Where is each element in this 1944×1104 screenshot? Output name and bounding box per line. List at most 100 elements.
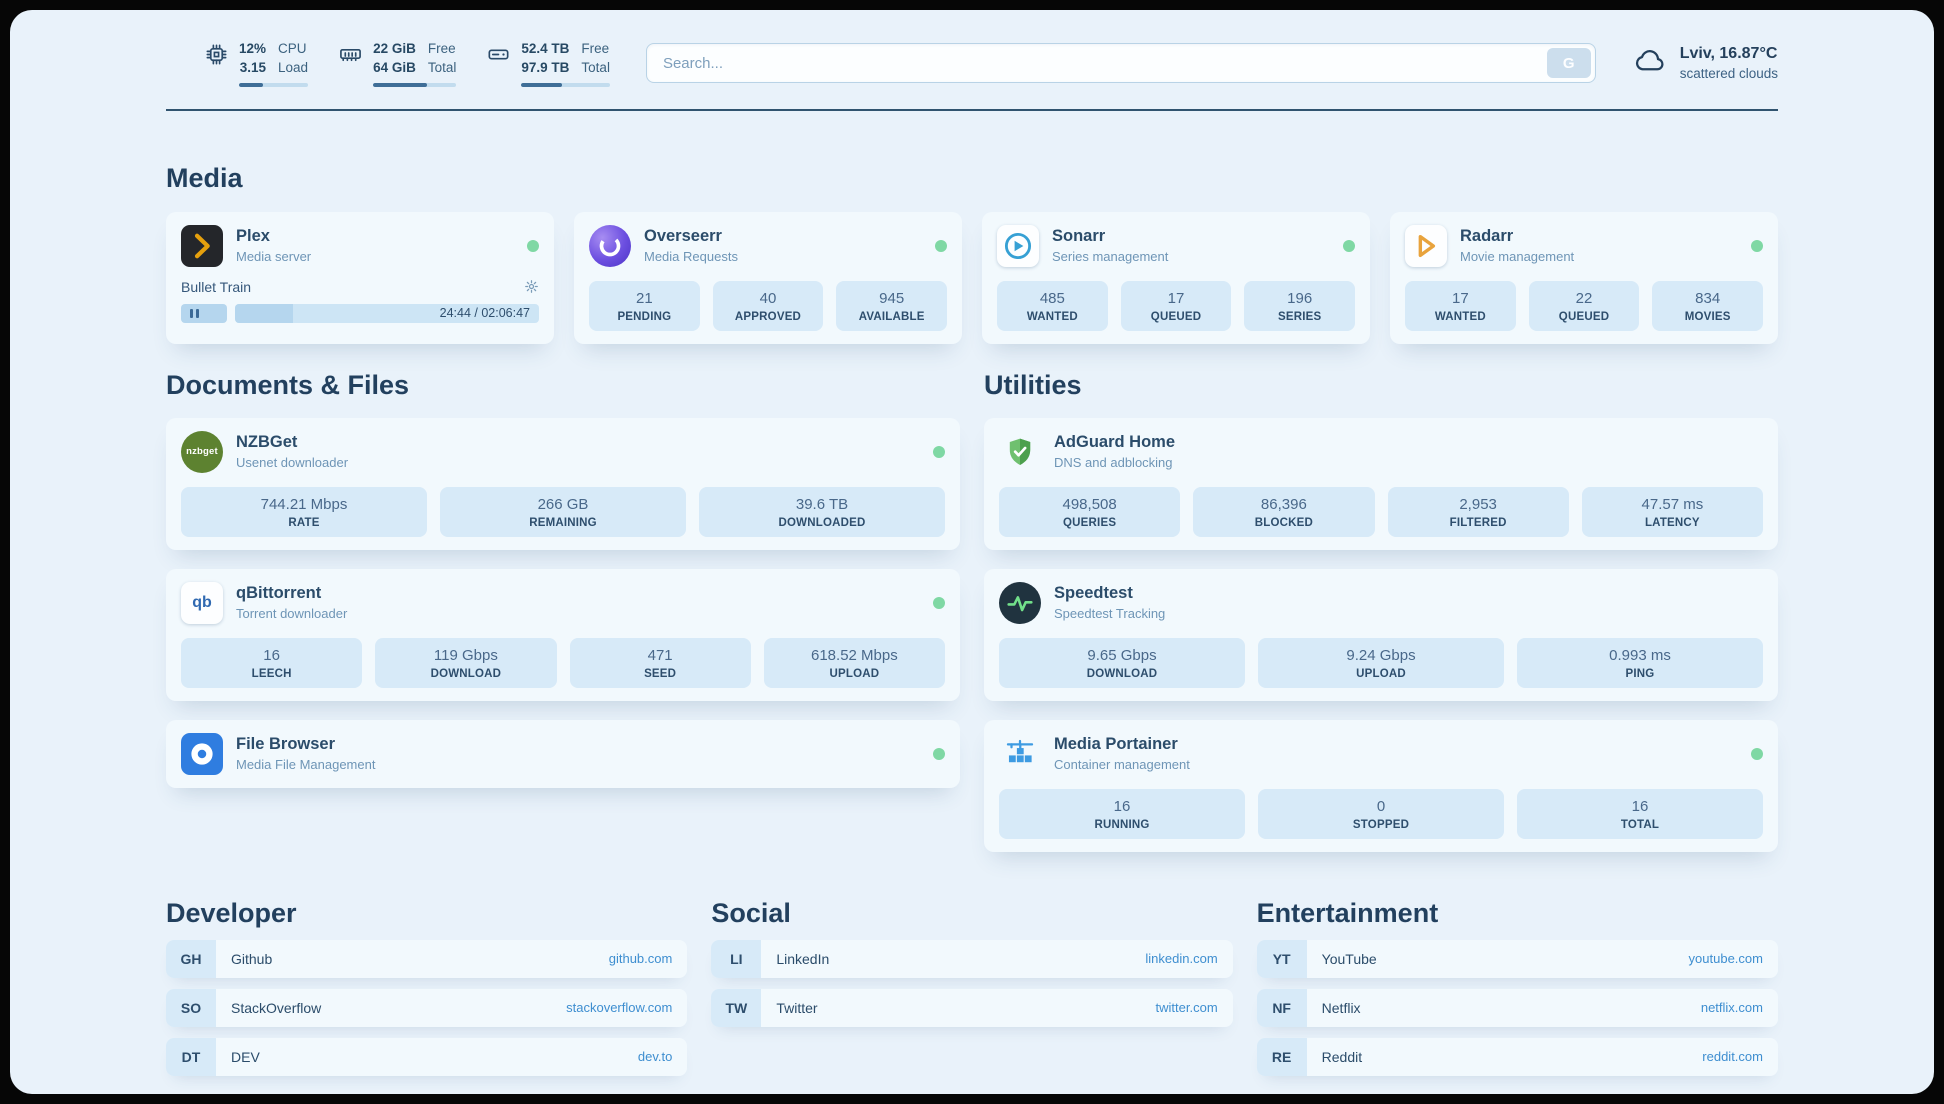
service-desc: Media server bbox=[236, 249, 312, 265]
bookmark-group-title: Developer bbox=[166, 897, 297, 928]
stat-upload: 9.24 Gbps UPLOAD bbox=[1258, 637, 1504, 688]
resource-widgets: 12% 3.15 CPU Load bbox=[204, 40, 610, 87]
service-name: Speedtest bbox=[1054, 584, 1133, 603]
disk-widget: 52.4 TB 97.9 TB Free Total bbox=[486, 40, 610, 87]
bookmark-abbr: LI bbox=[711, 939, 762, 978]
bookmark-abbr: DT bbox=[166, 1037, 216, 1076]
stat-pending: 21 PENDING bbox=[589, 280, 700, 331]
playback-progress-bar[interactable]: 24:44 / 02:06:47 bbox=[235, 303, 539, 323]
pause-icon bbox=[190, 308, 193, 318]
memory-label-free: Free bbox=[427, 41, 456, 56]
disk-free-value: 52.4 TB bbox=[521, 41, 570, 56]
service-card-filebrowser[interactable]: File Browser Media File Management bbox=[166, 719, 960, 788]
weather-location: Lviv, 16.87°C bbox=[1679, 45, 1778, 63]
stat-stopped: 0 STOPPED bbox=[1258, 788, 1504, 839]
section-title-media: Media bbox=[166, 162, 243, 193]
weather-condition: scattered clouds bbox=[1679, 66, 1778, 82]
stat-remaining: 266 GB REMAINING bbox=[440, 486, 686, 537]
search-provider-button[interactable]: G bbox=[1546, 48, 1591, 79]
service-desc: Series management bbox=[1052, 249, 1169, 265]
bookmark-link: netflix.com bbox=[1700, 1000, 1763, 1016]
bookmark-name: YouTube bbox=[1321, 950, 1377, 967]
service-card-radarr[interactable]: Radarr Movie management 17 WANTED 22 QUE… bbox=[1390, 211, 1778, 344]
bookmark-group-title: Social bbox=[711, 897, 791, 928]
service-card-plex[interactable]: Plex Media server Bullet Train bbox=[166, 211, 554, 344]
service-card-qbittorrent[interactable]: qb qBittorrent Torrent downloader 16 bbox=[166, 568, 960, 701]
cpu-value-percent: 12% bbox=[239, 41, 267, 56]
service-card-nzbget[interactable]: nzbget NZBGet Usenet downloader 744.21 M… bbox=[166, 417, 960, 550]
bookmark-netflix[interactable]: NF Netflix netflix.com bbox=[1256, 988, 1778, 1027]
stat-blocked: 86,396 BLOCKED bbox=[1193, 486, 1375, 537]
pause-button[interactable] bbox=[181, 303, 227, 323]
topbar: 12% 3.15 CPU Load bbox=[166, 40, 1778, 87]
bookmark-stackoverflow[interactable]: SO StackOverflow stackoverflow.com bbox=[166, 988, 688, 1027]
service-card-overseerr[interactable]: Overseerr Media Requests 21 PENDING 40 A… bbox=[574, 211, 962, 344]
memory-icon bbox=[338, 42, 363, 87]
bookmark-name: StackOverflow bbox=[231, 999, 322, 1016]
bookmark-github[interactable]: GH Github github.com bbox=[166, 939, 688, 978]
qbittorrent-icon: qb bbox=[181, 581, 223, 624]
stat-downloaded: 39.6 TB DOWNLOADED bbox=[699, 486, 945, 537]
service-name: Overseerr bbox=[644, 227, 722, 246]
service-card-adguard[interactable]: AdGuard Home DNS and adblocking 498,508 … bbox=[984, 417, 1778, 550]
disk-total-value: 97.9 TB bbox=[521, 59, 570, 75]
service-desc: Media File Management bbox=[236, 757, 376, 773]
disk-progress-bar bbox=[521, 82, 610, 87]
stat-movies: 834 MOVIES bbox=[1652, 280, 1764, 331]
speedtest-icon bbox=[999, 581, 1041, 624]
bookmark-youtube[interactable]: YT YouTube youtube.com bbox=[1256, 939, 1778, 978]
service-desc: Usenet downloader bbox=[236, 455, 349, 471]
bookmark-linkedin[interactable]: LI LinkedIn linkedin.com bbox=[711, 939, 1233, 978]
playback-time: 24:44 / 02:06:47 bbox=[439, 305, 530, 320]
stat-download: 119 Gbps DOWNLOAD bbox=[375, 637, 557, 688]
bookmark-link: stackoverflow.com bbox=[566, 1000, 673, 1016]
bookmark-link: reddit.com bbox=[1702, 1049, 1763, 1065]
bookmark-name: Reddit bbox=[1321, 1048, 1363, 1065]
stat-wanted: 17 WANTED bbox=[1405, 280, 1516, 331]
bookmark-dev[interactable]: DT DEV dev.to bbox=[166, 1037, 688, 1076]
service-name: qBittorrent bbox=[236, 584, 322, 603]
cpu-progress-bar bbox=[239, 82, 309, 87]
disk-icon bbox=[486, 42, 511, 87]
sonarr-icon bbox=[997, 224, 1039, 267]
stat-upload: 618.52 Mbps UPLOAD bbox=[763, 637, 945, 688]
status-dot bbox=[1751, 747, 1763, 760]
service-card-portainer[interactable]: Media Portainer Container management 16 … bbox=[984, 719, 1778, 852]
bookmark-abbr: TW bbox=[711, 988, 762, 1027]
search-bar: G bbox=[645, 43, 1596, 84]
stat-queries: 498,508 QUERIES bbox=[999, 486, 1181, 537]
section-title-documents: Documents & Files bbox=[166, 369, 410, 400]
status-dot bbox=[935, 239, 947, 252]
stat-queued: 22 QUEUED bbox=[1528, 280, 1640, 331]
cpu-icon bbox=[204, 42, 229, 87]
gear-icon[interactable] bbox=[524, 279, 539, 294]
stat-available: 945 AVAILABLE bbox=[836, 280, 948, 331]
service-card-sonarr[interactable]: Sonarr Series management 485 WANTED 17 Q… bbox=[982, 211, 1370, 344]
service-desc: Speedtest Tracking bbox=[1054, 606, 1166, 622]
cpu-label-bottom: Load bbox=[278, 59, 309, 75]
service-desc: Container management bbox=[1054, 757, 1190, 773]
memory-widget: 22 GiB 64 GiB Free Total bbox=[338, 40, 457, 87]
disk-label-free: Free bbox=[581, 41, 610, 56]
search-input[interactable] bbox=[645, 43, 1596, 84]
memory-label-total: Total bbox=[427, 59, 457, 75]
status-dot bbox=[527, 239, 539, 252]
stat-filtered: 2,953 FILTERED bbox=[1387, 486, 1569, 537]
bookmark-link: linkedin.com bbox=[1145, 951, 1218, 967]
status-dot bbox=[933, 445, 945, 458]
service-card-speedtest[interactable]: Speedtest Speedtest Tracking 9.65 Gbps D… bbox=[984, 568, 1778, 701]
bookmark-reddit[interactable]: RE Reddit reddit.com bbox=[1256, 1037, 1778, 1076]
bookmark-abbr: NF bbox=[1256, 988, 1307, 1027]
portainer-icon bbox=[999, 733, 1041, 775]
bookmark-group-title: Entertainment bbox=[1256, 897, 1439, 928]
memory-free-value: 22 GiB bbox=[373, 41, 416, 56]
stat-running: 16 RUNNING bbox=[999, 788, 1245, 839]
overseerr-icon bbox=[589, 224, 631, 267]
status-dot bbox=[933, 596, 945, 609]
bookmark-twitter[interactable]: TW Twitter twitter.com bbox=[711, 988, 1233, 1027]
disk-label-total: Total bbox=[581, 59, 610, 75]
stat-latency: 47.57 ms LATENCY bbox=[1581, 486, 1763, 537]
service-desc: Movie management bbox=[1460, 249, 1575, 265]
nzbget-icon: nzbget bbox=[181, 430, 223, 473]
service-name: Media Portainer bbox=[1054, 735, 1178, 754]
